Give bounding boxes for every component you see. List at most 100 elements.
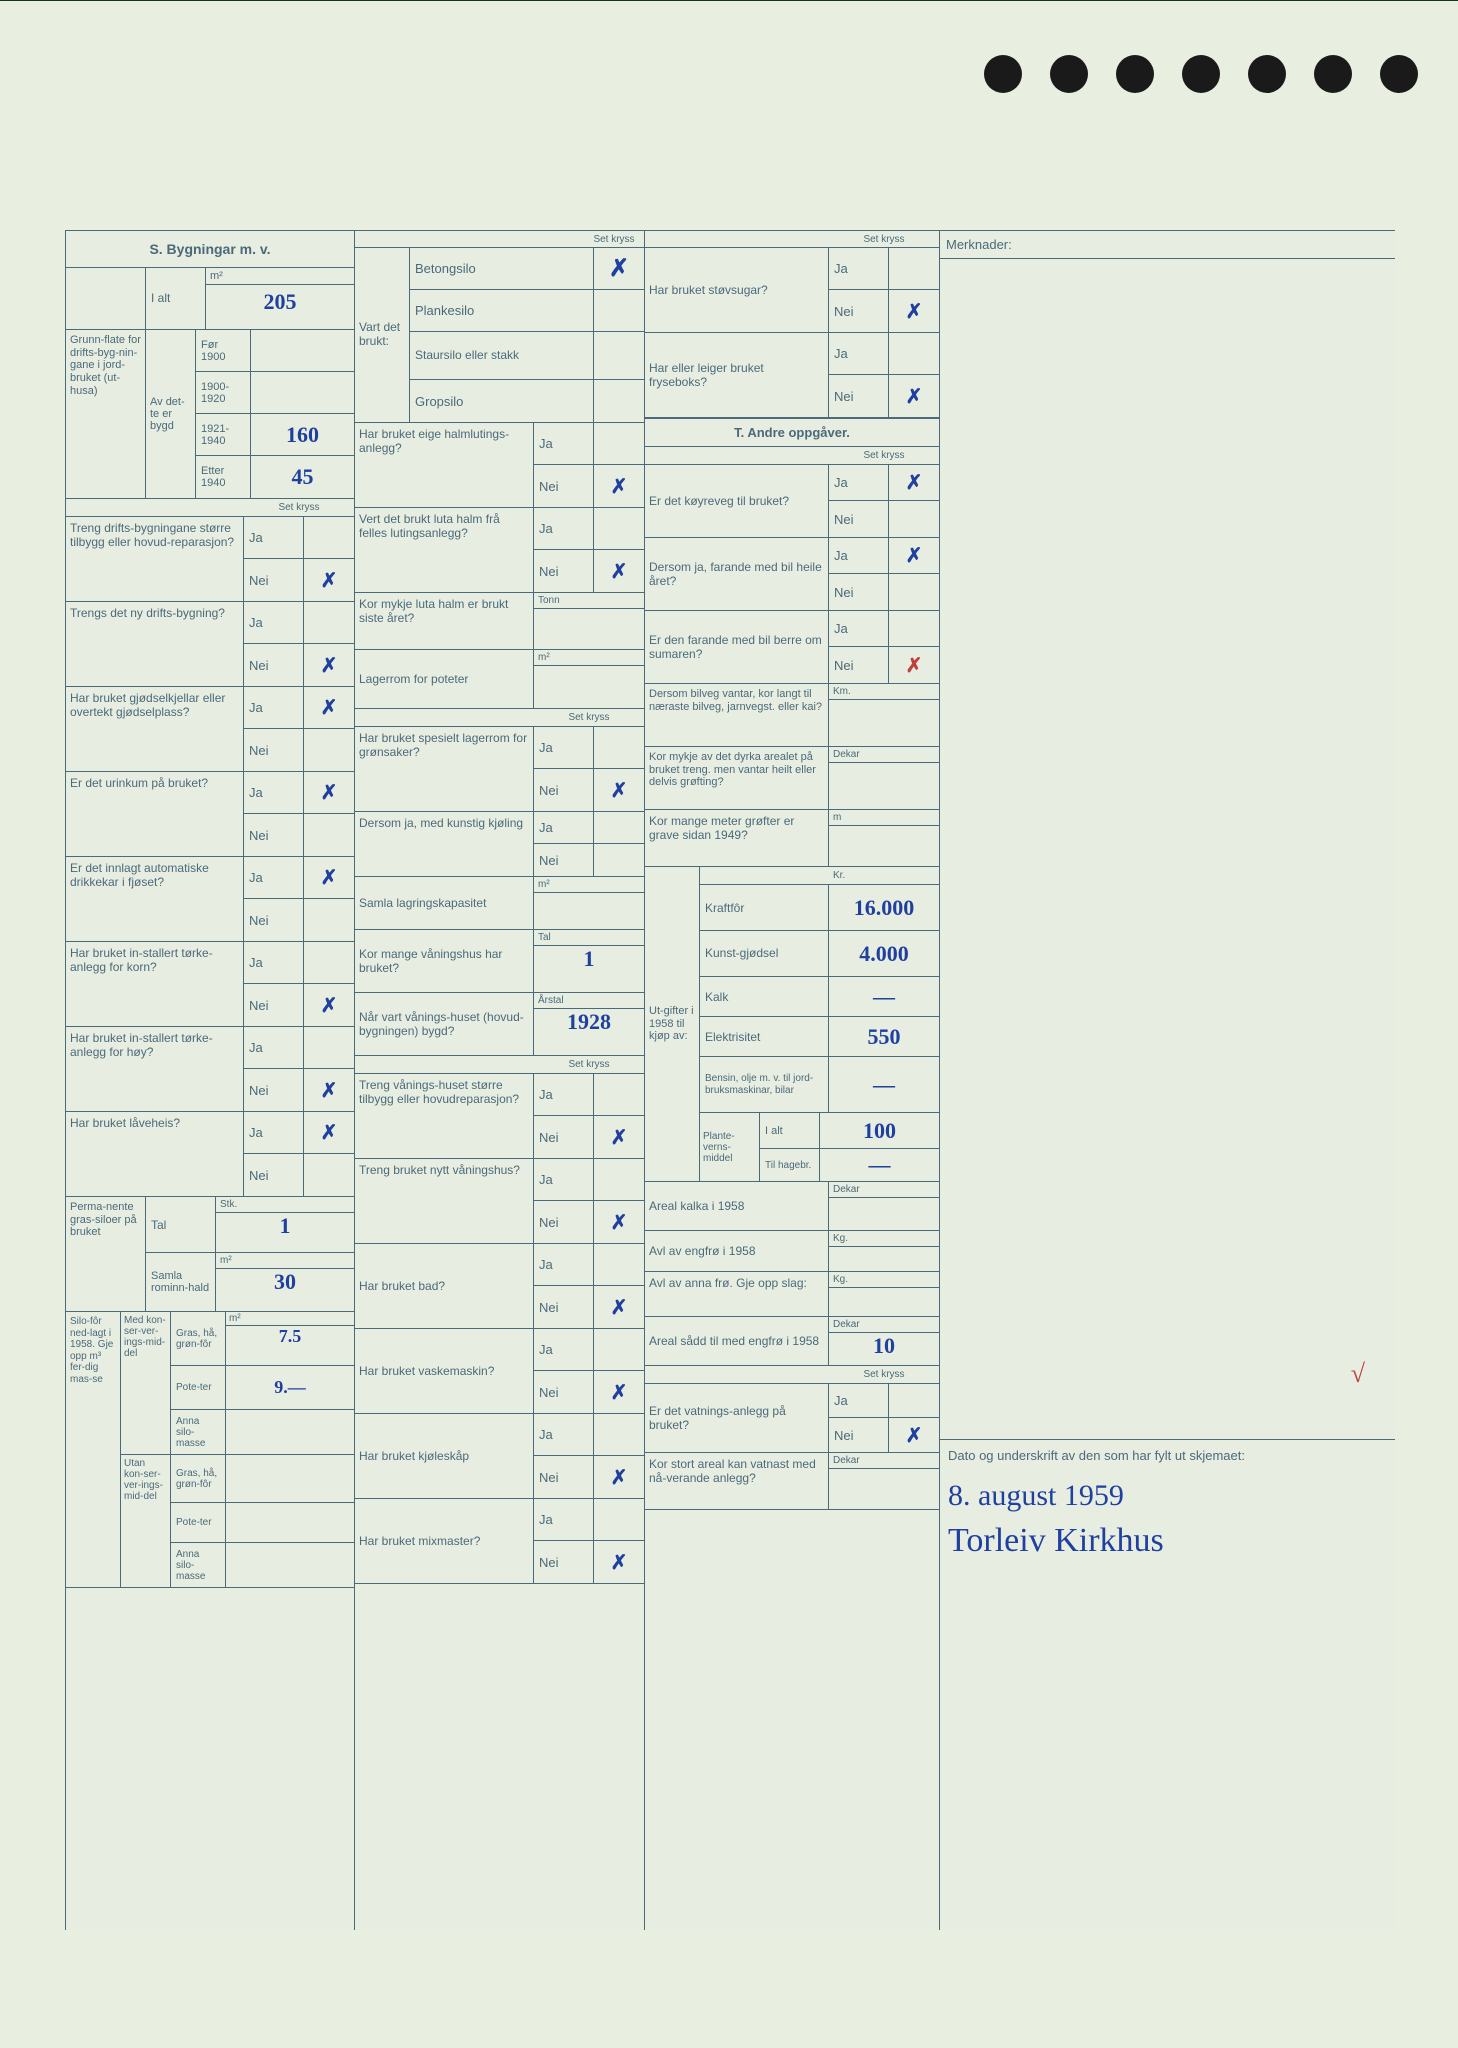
farande-nei (889, 574, 939, 610)
utan-anna-val (226, 1543, 354, 1587)
gjodsel-nei (304, 729, 354, 771)
nei-label: Nei (244, 1069, 304, 1111)
q-grofter: Kor mange meter grøfter er grave sidan 1… (645, 810, 829, 866)
kr-label: Kr. (829, 867, 939, 884)
farande-ja: ✗ (889, 538, 939, 573)
utan-pot-val (226, 1503, 354, 1542)
ja-label: Ja (244, 942, 304, 983)
y1900-1920-label: 1900-1920 (196, 372, 251, 413)
arstal-label: Årstal (534, 993, 644, 1009)
kjoling-ja (594, 812, 644, 843)
q-bad: Har bruket bad? (355, 1244, 534, 1328)
column-1: S. Bygningar m. v. I alt m² 205 Grunn-fl… (65, 230, 355, 1930)
y1921-1940-label: 1921-1940 (196, 414, 251, 455)
etter-1940-label: Etter 1940 (196, 456, 251, 498)
q-kor-mykje: Kor mykje luta halm er brukt siste året? (355, 593, 534, 649)
q-vatning: Er det vatnings-anlegg på bruket? (645, 1384, 829, 1452)
luta-ja (594, 508, 644, 549)
hole (984, 55, 1022, 93)
pvm-hage-val: — (820, 1149, 939, 1181)
vatning-ja (889, 1384, 939, 1417)
q-farande-sumar: Er den farande med bil berre om sumaren? (645, 611, 829, 683)
ja-label: Ja (829, 465, 889, 500)
nei-label: Nei (244, 559, 304, 601)
ja-label: Ja (534, 727, 594, 768)
til-hagebr-label: Til hagebr. (760, 1149, 820, 1181)
hole (1380, 55, 1418, 93)
kg-label: Kg. (829, 1272, 939, 1288)
hole (1116, 55, 1154, 93)
vatning-nei: ✗ (889, 1418, 939, 1452)
bensin-val: — (829, 1057, 939, 1112)
kunstgjodsel-label: Kunst-gjødsel (700, 931, 829, 976)
ja-label: Ja (829, 611, 889, 646)
laveheis-nei (304, 1154, 354, 1196)
dekar-label: Dekar (829, 1182, 939, 1198)
etter-1940-val: 45 (251, 456, 354, 498)
for-1900-val (251, 330, 354, 371)
kraftfor-val: 16.000 (829, 885, 939, 930)
set-kryss-label: Set kryss (244, 499, 354, 516)
q-urinkum: Er det urinkum på bruket? (66, 772, 244, 856)
column-2: Set kryss Vart det brukt: Betongsilo✗ Pl… (355, 230, 645, 1930)
q-mixmaster: Har bruket mixmaster? (355, 1499, 534, 1583)
ialt-value: 205 (206, 285, 354, 319)
stovsugar-nei: ✗ (889, 290, 939, 332)
vaningshus-val: 1 (534, 946, 644, 986)
q-halmlut: Har bruket eige halmlutings-anlegg? (355, 423, 534, 507)
for-1900-label: Før 1900 (196, 330, 251, 371)
nei-label: Nei (534, 1116, 594, 1158)
ja-label: Ja (534, 508, 594, 549)
kjoleskap-nei: ✗ (594, 1456, 644, 1498)
anna-fro-val (829, 1288, 939, 1312)
ja-label: Ja (534, 423, 594, 464)
q-vatnast: Kor stort areal kan vatnast med nå-veran… (645, 1453, 829, 1509)
koyreveg-nei (889, 501, 939, 537)
m2-label: m² (534, 650, 644, 666)
med-anna-val (226, 1410, 354, 1454)
q-dyrka-areal: Kor mykje av det dyrka arealet på bruket… (645, 747, 829, 809)
areal-sadd-val: 10 (829, 1333, 939, 1361)
form-page: S. Bygningar m. v. I alt m² 205 Grunn-fl… (65, 230, 1395, 1930)
km-val (829, 700, 939, 742)
kraftfor-label: Kraftfôr (700, 885, 829, 930)
y1921-1940-val: 160 (251, 414, 354, 455)
rominn-val: 30 (216, 1269, 354, 1295)
nytt-van-ja (594, 1159, 644, 1200)
section-s-header: S. Bygningar m. v. (66, 230, 354, 268)
m-label: m (829, 810, 939, 826)
drikkekar-nei (304, 899, 354, 941)
anna-label2: Anna silo-masse (171, 1543, 226, 1587)
betongsilo-val: ✗ (594, 248, 644, 289)
set-kryss-label: Set kryss (534, 1056, 644, 1073)
treng-ny-nei: ✗ (304, 644, 354, 686)
tilbygg-nei: ✗ (594, 1116, 644, 1158)
q-vaskemaskin: Har bruket vaskemaskin? (355, 1329, 534, 1413)
q-koyreveg: Er det køyreveg til bruket? (645, 465, 829, 537)
mixmaster-nei: ✗ (594, 1541, 644, 1583)
plankesilo-label: Plankesilo (410, 290, 594, 331)
q-bilveg-vantar: Dersom bilveg vantar, kor langt til næra… (645, 684, 829, 746)
vart-brukt-label: Vart det brukt: (355, 248, 410, 422)
q-gjodsel: Har bruket gjødselkjellar eller overtekt… (66, 687, 244, 771)
poteter-label2: Pote-ter (171, 1503, 226, 1542)
vatnast-val (829, 1469, 939, 1505)
gras-label: Gras, hå, grøn-fôr (171, 1312, 226, 1365)
med-pot-val: 9.— (226, 1366, 354, 1409)
elektrisitet-val: 550 (829, 1017, 939, 1056)
stovsugar-ja (889, 248, 939, 289)
ja-label: Ja (534, 812, 594, 843)
sumar-nei: ✗ (889, 647, 939, 683)
drikkekar-ja: ✗ (304, 857, 354, 898)
torke-hoy-ja (304, 1027, 354, 1068)
q-treng-drifts: Treng drifts-bygningane større tilbygg e… (66, 517, 244, 601)
med-kons-label: Med kon-ser-ver-ings-mid-del (121, 1312, 171, 1454)
anna-label: Anna silo-masse (171, 1410, 226, 1454)
silofor-label: Silo-fôr ned-lagt i 1958. Gje opp m³ fer… (66, 1312, 121, 1587)
ja-label: Ja (244, 772, 304, 813)
q-kjoleskap: Har bruket kjøleskåp (355, 1414, 534, 1498)
grunnflate-label (66, 268, 146, 329)
nei-label: Nei (534, 1456, 594, 1498)
q-lagringskap: Samla lagringskapasitet (355, 877, 534, 929)
tonn-label: Tonn (534, 593, 644, 609)
